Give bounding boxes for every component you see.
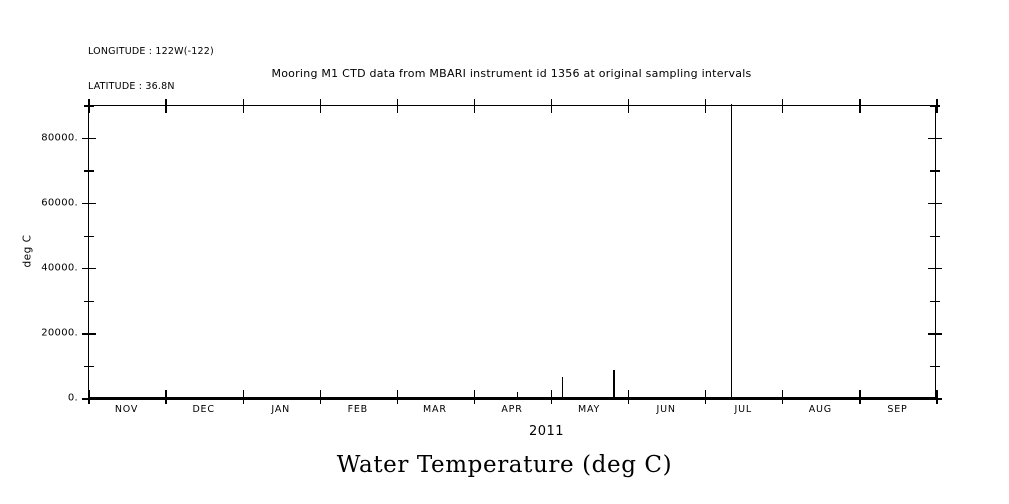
y-tick-minor	[84, 300, 94, 302]
x-tick-label: JUL	[734, 404, 752, 415]
x-tick-label: FEB	[347, 404, 368, 415]
data-line-baseline	[89, 398, 935, 400]
x-tick-bottom	[473, 390, 476, 404]
x-tick-top	[705, 99, 707, 113]
y-axis-title: deg C	[21, 234, 34, 268]
x-tick-top	[88, 99, 90, 113]
figure-caption: Water Temperature (deg C)	[336, 452, 673, 478]
y-tick-label: 20000.	[41, 327, 78, 339]
x-tick-bottom	[936, 390, 938, 404]
y-tick-right-major	[928, 333, 942, 335]
x-tick-bottom	[242, 390, 244, 404]
y-tick-minor	[84, 170, 94, 172]
y-tick-right-major	[928, 203, 942, 205]
x-tick-label: MAY	[577, 404, 601, 415]
x-tick-label: AUG	[808, 404, 832, 415]
x-tick-top	[859, 99, 861, 113]
x-tick-bottom	[396, 390, 398, 404]
y-axis-tick-labels: 0. 20000. 40000. 60000. 80000.	[0, 105, 1009, 403]
longitude-text: LONGITUDE : 122W(-122)	[88, 46, 214, 57]
y-tick-right-minor	[930, 170, 940, 172]
y-tick-minor	[84, 365, 94, 368]
x-tick-bottom	[550, 390, 553, 404]
data-spike	[731, 104, 733, 397]
chart-title-text: Mooring M1 CTD data from MBARI instrumen…	[271, 67, 752, 80]
x-tick-label: MAR	[423, 404, 447, 415]
y-tick-right-minor	[930, 365, 940, 368]
x-tick-top	[550, 99, 553, 113]
x-tick-label: DEC	[192, 404, 215, 415]
y-tick-right-major	[928, 398, 942, 400]
y-tick-label: 80000.	[41, 132, 78, 144]
x-tick-label: APR	[501, 404, 523, 415]
y-tick-label: 0.	[67, 392, 78, 404]
x-tick-bottom	[319, 390, 321, 404]
y-tick-major	[82, 137, 96, 140]
plot-inner	[82, 99, 942, 404]
y-tick-right-minor	[930, 105, 940, 107]
chart-title: Mooring M1 CTD data from MBARI instrumen…	[0, 67, 1009, 80]
y-tick-right-minor	[930, 300, 940, 302]
x-tick-top	[319, 99, 321, 113]
x-axis-title-text: 2011	[528, 424, 565, 439]
x-tick-bottom	[165, 390, 167, 404]
data-spike	[516, 392, 518, 397]
x-tick-bottom	[782, 390, 784, 404]
x-tick-top	[165, 99, 167, 113]
latitude-text: LATITUDE : 36.8N	[88, 80, 175, 92]
y-tick-minor	[84, 235, 94, 237]
y-tick-right-major	[928, 137, 942, 140]
x-tick-label: JAN	[271, 404, 291, 415]
y-tick-right-minor	[930, 235, 940, 237]
x-tick-label: SEP	[887, 404, 908, 415]
x-tick-top	[473, 99, 476, 113]
x-tick-top	[242, 99, 244, 113]
x-axis-tick-labels: NOV DEC JAN FEB MAR APR MAY JUN JUL AUG SEP	[0, 404, 1009, 420]
x-tick-top	[782, 99, 784, 113]
x-tick-label: NOV	[114, 404, 139, 415]
x-tick-top	[396, 99, 398, 113]
x-tick-bottom	[859, 390, 861, 404]
y-tick-major	[82, 268, 96, 270]
x-tick-bottom	[627, 390, 630, 404]
data-spike	[613, 369, 615, 397]
y-tick-label: 60000.	[41, 197, 78, 209]
x-tick-label: JUN	[656, 404, 676, 415]
y-tick-major	[82, 333, 96, 335]
x-tick-top	[936, 99, 938, 113]
x-tick-bottom	[88, 390, 90, 404]
data-spike	[561, 376, 563, 397]
plot-area	[82, 99, 942, 404]
y-tick-major	[82, 203, 96, 205]
x-tick-top	[627, 99, 630, 113]
y-tick-label: 40000.	[41, 262, 78, 274]
x-tick-bottom	[705, 390, 707, 404]
y-tick-right-major	[928, 268, 942, 270]
x-axis-title: 2011	[0, 424, 1009, 439]
